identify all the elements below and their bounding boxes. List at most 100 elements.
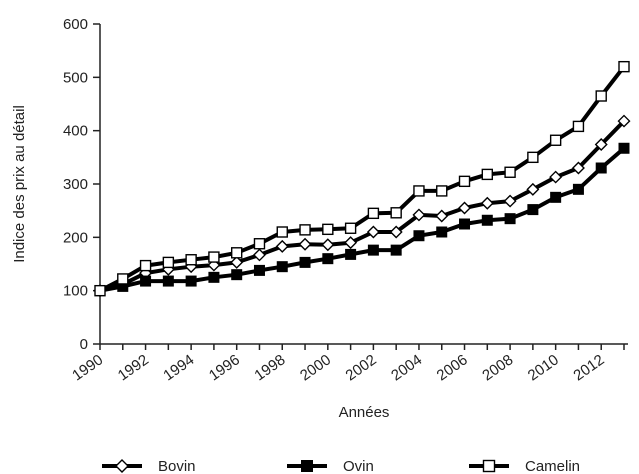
x-tick-label: 1992	[115, 351, 152, 384]
y-tick-label: 400	[63, 123, 88, 140]
legend-label: Ovin	[343, 458, 374, 474]
data-point	[458, 201, 472, 215]
data-point	[276, 226, 288, 238]
y-tick-label: 300	[63, 176, 88, 193]
data-point	[367, 244, 379, 256]
x-tick-label: 1996	[206, 351, 243, 384]
data-point	[549, 134, 562, 146]
data-point	[322, 223, 334, 236]
data-point	[504, 213, 516, 225]
x-tick-label: 2010	[525, 351, 562, 384]
x-tick-label: 2008	[479, 351, 516, 384]
data-point	[117, 273, 129, 285]
data-point	[230, 247, 243, 259]
data-point	[436, 185, 448, 197]
data-point	[299, 224, 311, 236]
data-point	[162, 256, 175, 269]
data-point	[275, 239, 289, 253]
data-point	[503, 194, 517, 208]
data-point	[458, 175, 471, 188]
data-point	[344, 222, 357, 234]
x-tick-label: 2000	[297, 351, 334, 384]
data-point	[618, 60, 630, 73]
axes	[99, 24, 628, 345]
data-point	[617, 114, 631, 128]
data-point	[390, 207, 402, 219]
data-point	[594, 138, 608, 152]
data-point	[526, 182, 540, 196]
data-point	[389, 225, 403, 239]
data-point	[413, 185, 425, 197]
data-point	[504, 166, 516, 178]
data-point	[413, 230, 425, 242]
legend-item-ovin: Ovin	[287, 458, 374, 474]
data-point	[253, 238, 266, 250]
data-point	[571, 161, 585, 175]
x-tick-label: 2006	[434, 351, 471, 384]
x-tick-label: 2004	[388, 351, 425, 384]
y-ticks: 0 100 200 300 400 500 600	[63, 16, 100, 353]
data-point	[527, 151, 539, 164]
data-point	[299, 256, 311, 268]
x-tick-label: 1990	[69, 351, 106, 384]
data-point	[185, 275, 197, 287]
legend-label: Camelin	[525, 458, 580, 474]
legend-marker	[115, 459, 129, 473]
data-point	[139, 259, 152, 272]
legend-marker	[301, 460, 313, 472]
series-layer	[93, 60, 631, 298]
data-point	[435, 209, 449, 223]
data-point	[253, 264, 265, 276]
series-camelin	[94, 60, 630, 297]
data-point	[436, 226, 448, 238]
data-point	[550, 191, 562, 203]
data-point	[345, 248, 357, 260]
x-tick-label: 1994	[160, 351, 197, 384]
data-point	[208, 271, 220, 283]
data-point	[208, 251, 220, 263]
data-point	[367, 207, 380, 220]
legend-item-bovin: Bovin	[102, 458, 196, 474]
series-line	[99, 65, 626, 293]
legend-marker	[482, 459, 496, 473]
data-point	[276, 261, 288, 273]
y-axis-title: Indice des prix au détail	[11, 105, 28, 263]
data-point	[480, 196, 494, 210]
data-point	[595, 162, 607, 174]
y-tick-label: 200	[63, 229, 88, 246]
data-point	[481, 168, 494, 181]
data-point	[231, 269, 243, 281]
data-point	[321, 238, 335, 252]
legend: Bovin Ovin Camelin	[102, 458, 580, 474]
data-point	[366, 225, 380, 239]
legend-item-camelin: Camelin	[469, 458, 580, 474]
x-axis-title: Années	[339, 404, 390, 421]
data-point	[618, 142, 630, 154]
data-point	[230, 255, 244, 269]
y-tick-label: 0	[80, 336, 88, 353]
data-point	[572, 120, 585, 133]
data-point	[344, 236, 358, 250]
data-point	[140, 275, 152, 287]
legend-label: Bovin	[158, 458, 196, 474]
x-tick-label: 1998	[251, 351, 288, 384]
x-tick-label: 2012	[570, 351, 607, 384]
data-point	[162, 275, 174, 287]
data-point	[459, 218, 471, 230]
data-point	[252, 248, 266, 262]
data-point	[595, 90, 607, 102]
data-point	[298, 237, 312, 251]
data-point	[185, 254, 197, 266]
data-point	[527, 204, 539, 216]
data-point	[94, 284, 106, 297]
x-tick-label: 2002	[343, 351, 380, 384]
data-point	[572, 183, 584, 195]
data-point	[412, 208, 426, 222]
y-tick-label: 600	[63, 16, 88, 33]
x-ticks: 1990 1992 1994 1996 1998 2000 2002 2004 2006 2008…	[69, 344, 625, 384]
y-tick-label: 500	[63, 69, 88, 86]
data-point	[481, 214, 493, 226]
data-point	[390, 244, 402, 256]
data-point	[322, 253, 334, 265]
